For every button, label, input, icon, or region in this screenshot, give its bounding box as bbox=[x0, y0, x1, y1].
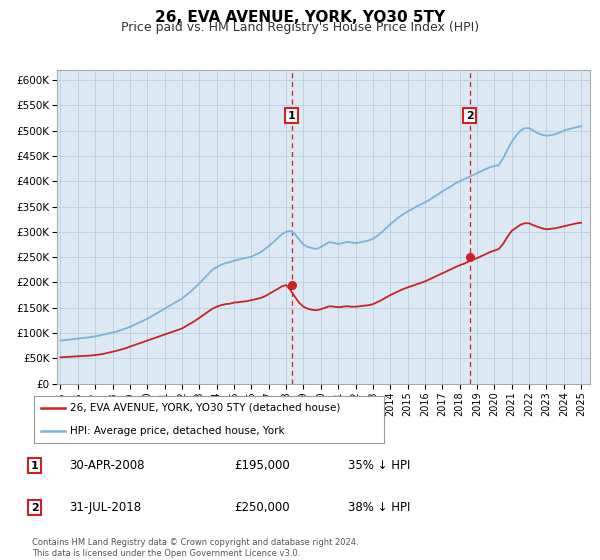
Text: 1: 1 bbox=[288, 110, 296, 120]
Text: 2: 2 bbox=[466, 110, 473, 120]
Text: HPI: Average price, detached house, York: HPI: Average price, detached house, York bbox=[70, 426, 284, 436]
FancyBboxPatch shape bbox=[34, 396, 384, 443]
Text: 30-APR-2008: 30-APR-2008 bbox=[69, 459, 145, 473]
Text: £195,000: £195,000 bbox=[234, 459, 290, 473]
Text: 31-JUL-2018: 31-JUL-2018 bbox=[69, 501, 141, 515]
Text: £250,000: £250,000 bbox=[234, 501, 290, 515]
Text: 1: 1 bbox=[31, 461, 38, 471]
Text: Price paid vs. HM Land Registry's House Price Index (HPI): Price paid vs. HM Land Registry's House … bbox=[121, 21, 479, 34]
Text: 2: 2 bbox=[31, 503, 38, 513]
Text: 26, EVA AVENUE, YORK, YO30 5TY: 26, EVA AVENUE, YORK, YO30 5TY bbox=[155, 10, 445, 25]
Text: 38% ↓ HPI: 38% ↓ HPI bbox=[348, 501, 410, 515]
Text: 35% ↓ HPI: 35% ↓ HPI bbox=[348, 459, 410, 473]
Text: 26, EVA AVENUE, YORK, YO30 5TY (detached house): 26, EVA AVENUE, YORK, YO30 5TY (detached… bbox=[70, 403, 340, 413]
Text: Contains HM Land Registry data © Crown copyright and database right 2024.
This d: Contains HM Land Registry data © Crown c… bbox=[32, 538, 358, 558]
